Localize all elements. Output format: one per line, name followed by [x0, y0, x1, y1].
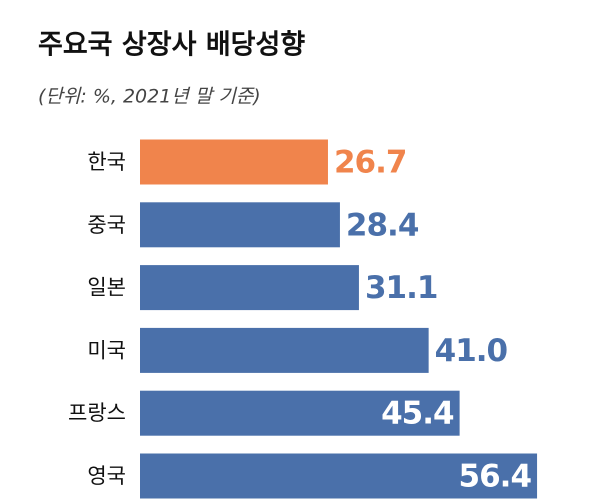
value-label: 31.1	[365, 270, 438, 306]
value-label: 28.4	[346, 207, 419, 243]
category-label: 프랑스	[68, 401, 126, 425]
category-label: 영국	[87, 464, 126, 488]
value-label: 56.4	[459, 459, 532, 495]
bar	[140, 453, 538, 499]
bar	[140, 202, 340, 248]
value-label: 41.0	[435, 333, 508, 369]
bar	[140, 265, 359, 311]
category-label: 중국	[87, 213, 126, 237]
chart-subtitle: (단위: %, 2021년 말 기준)	[38, 86, 261, 108]
category-label: 일본	[87, 276, 126, 300]
category-label: 미국	[87, 338, 126, 362]
category-label: 한국	[87, 150, 126, 174]
bar	[140, 139, 328, 185]
bar	[140, 327, 429, 373]
chart-title: 주요국 상장사 배당성향	[38, 30, 305, 61]
value-label: 26.7	[334, 145, 407, 181]
value-label: 45.4	[381, 396, 454, 432]
bar	[140, 390, 460, 436]
